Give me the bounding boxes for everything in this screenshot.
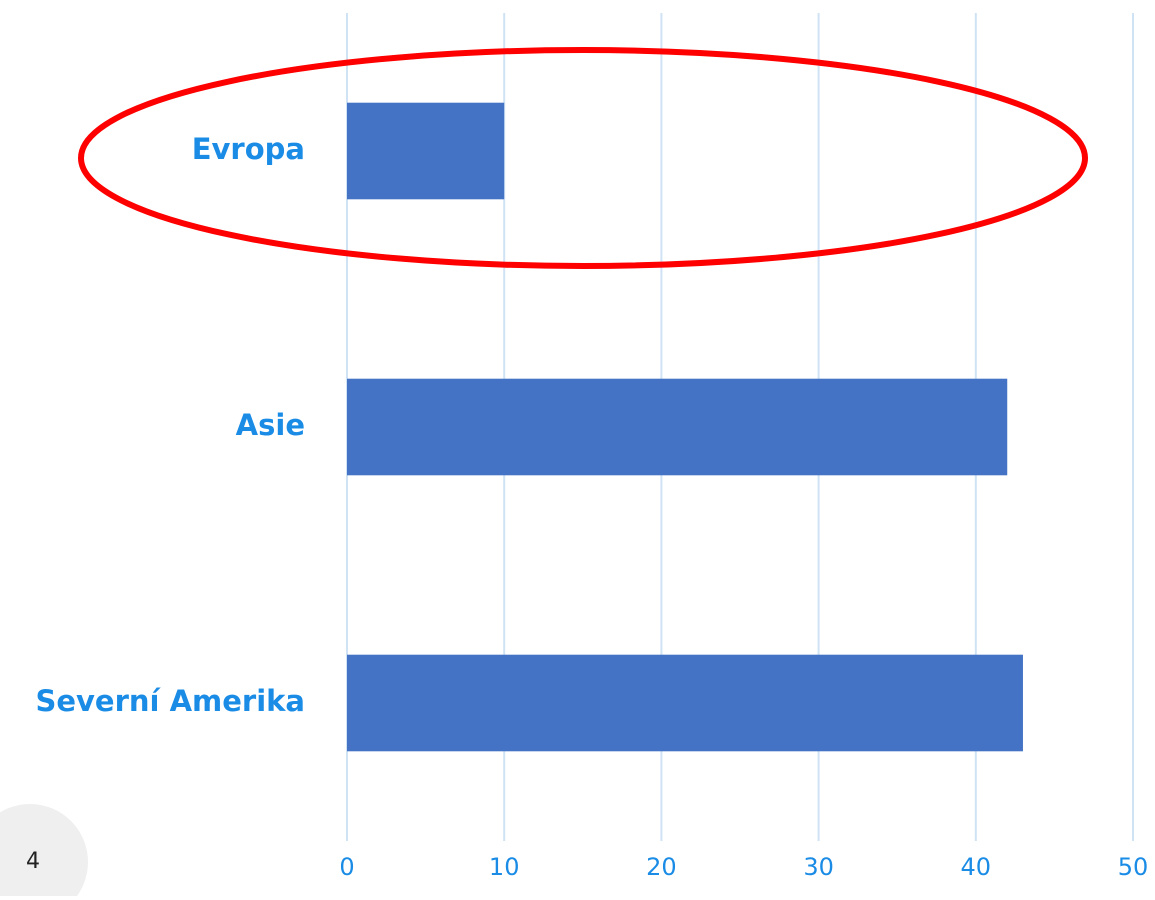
page-number: 4 — [26, 849, 40, 874]
bar — [347, 654, 1023, 752]
x-tick-label: 50 — [1118, 853, 1149, 881]
x-tick-label: 0 — [339, 853, 354, 881]
bar — [347, 102, 505, 200]
x-tick-label: 40 — [961, 853, 992, 881]
y-tick-label: Severní Amerika — [35, 684, 305, 718]
x-tick-label: 20 — [646, 853, 677, 881]
x-tick-label: 30 — [803, 853, 834, 881]
x-tick-label: 10 — [489, 853, 520, 881]
highlight-ellipse — [78, 47, 1088, 269]
bar — [347, 378, 1008, 476]
plot: 0 10 20 30 40 50 Evropa Asie Severní Amerika — [35, 13, 1148, 881]
y-tick-label: Asie — [236, 408, 305, 442]
y-tick-label: Evropa — [192, 132, 305, 166]
page-badge — [0, 804, 88, 900]
